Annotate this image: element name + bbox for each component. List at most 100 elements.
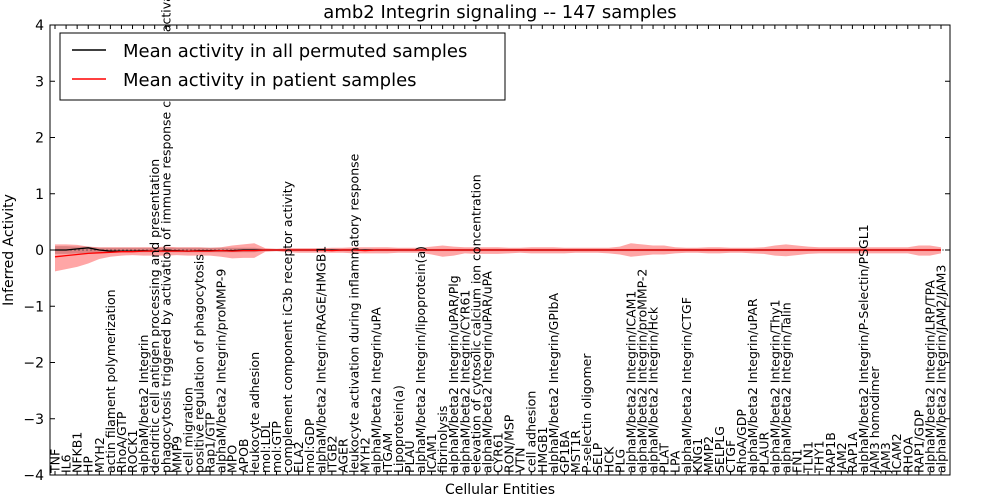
y-tick-label: 2 [35,131,44,147]
x-tick-label: phagocytosis triggered by activation of … [158,0,173,473]
y-tick-label: 4 [35,18,44,34]
x-tick-label: alphaM/beta2 Integrin/proMMP-9 [214,269,229,473]
x-tick-label: RHOA [900,436,915,473]
x-axis-label: Cellular Entities [445,482,555,498]
x-tick-label: CTGF [723,440,738,473]
x-tick-label: PLAUR [756,432,771,473]
x-tick-label: RAP1B [823,432,838,473]
x-tick-label: RhoA/GTP [114,411,129,473]
x-tick-label: alphaM/beta2 Integrin/ICAM1 [623,291,638,473]
x-tick-label: FN1 [790,449,805,474]
x-axis [54,25,942,475]
x-tick-label: ITGB2 [324,435,339,473]
series-layer [54,247,941,258]
y-tick-label: 3 [35,74,44,90]
x-tick-label: actin filament polymerization [103,289,118,473]
x-tick-label: PLAU [402,441,417,474]
x-tick-label: ROCK1 [125,430,140,473]
x-tick-label: THY1 [812,440,827,474]
x-tick-label: dendritic cell antigen processing and pr… [147,159,162,473]
x-tick-label: CYR61 [491,432,506,473]
x-tick-label: leukocyte adhesion [247,352,262,473]
x-tick-label: JAM3 [878,442,893,474]
legend-label-patient: Mean activity in patient samples [123,70,417,91]
x-tick-label: IL6 [59,454,74,473]
x-tick-label: MST1R [568,430,583,473]
x-tick-label: VTN [513,447,528,473]
x-tick-label: MPO [225,445,240,473]
y-tick-label: −1 [23,299,44,315]
x-tick-label: alphaM/beta2 Integrin/JAM2/JAM3 [934,265,949,473]
x-tick-label: fibrinolysis [435,406,450,473]
legend-box [59,32,506,101]
x-tick-label: alphaM/beta2 Integrin/uPAR/uPA [479,271,494,473]
x-tick-label: ICAM2 [889,433,904,473]
x-tick-label: elevation of cytosolic calcium ion conce… [468,174,483,473]
x-tick-label: alphaM/beta2 Integrin/GPIbA [546,293,561,473]
x-tick-label: SELP [590,442,605,473]
y-tick-label: −3 [23,412,44,428]
x-tick-label: MYH2 [358,437,373,473]
x-tick-label: alphaM/beta2 Integrin/CTGF [679,297,694,473]
x-tick-label: MMP2 [701,436,716,473]
x-tick-label: HMGB1 [535,427,550,473]
x-tick-label: Lipoprotein(a) [391,385,406,473]
x-tick-label: alphaM/beta2 Integrin/RAGE/HMGB1 [313,246,328,473]
x-tick-label: PLG [612,449,627,473]
x-tick-label: cell adhesion [524,391,539,473]
x-tick-label: alphaM/beta2 Integrin/proMMP-2 [635,269,650,473]
x-tick-label: P-selectin oligomer [579,353,594,473]
x-tick-label: alphaM/beta2 Integrin/Thy1 [767,299,782,473]
x-tick-label: LPA [668,450,683,473]
x-tick-label: RAP1A [845,432,860,473]
x-tick-label: TLN1 [801,441,816,474]
x-tick-label: positive regulation of phagocytosis [192,254,207,473]
x-tick-label: ELA2 [291,441,306,473]
x-tick-label: alphaM/beta2 Integrin/uPAR [745,298,760,473]
x-tick-label: MYH2 [92,437,107,473]
x-tick-label: complement component iC3b receptor activ… [280,180,295,473]
x-tick-label: MMP9 [169,436,184,473]
x-tick-label: Rap1/GTP [203,412,218,473]
x-tick-label: AGER [335,438,350,473]
y-axis: −4 −3 −2 −1 0 1 2 3 4 [23,18,950,484]
y-axis-label: Inferred Activity [1,194,17,306]
x-tick-label: GP1BA [557,430,572,473]
legend: Mean activity in all permuted samples Me… [59,32,506,101]
x-tick-label: alphaM/beta2 Integrin/Talin [779,302,794,473]
x-tick-label: mol:GTP [269,421,284,473]
x-tick-label: alphaM/beta2 Integrin/lipoprotein(a) [413,246,428,473]
x-tick-label: HP [81,456,96,473]
x-tick-label: ICAM1 [424,433,439,473]
x-tick-label: mol:LDL [258,422,273,473]
y-tick-label: −4 [23,468,44,484]
x-tick-label: HCK [601,446,616,473]
x-tick-label: NFKB1 [70,432,85,473]
y-tick-label: 1 [35,187,44,203]
legend-label-permuted: Mean activity in all permuted samples [123,41,467,62]
x-tick-label: alphaM/beta2 Integrin/uPAR/Plg [446,275,461,473]
x-tick-label: RhoA/GDP [734,409,749,473]
x-tick-label: PLAT [657,443,672,473]
x-tick-label: JAM3 homodimer [867,366,882,474]
x-tick-label: alphaM/beta2 Integrin [136,335,151,473]
y-tick-label: −2 [23,356,44,372]
x-tick-label: mol:GDP [302,418,317,473]
chart-title: amb2 Integrin signaling -- 147 samples [323,2,676,23]
x-tick-label: RAP1/GDP [911,409,926,473]
x-tick-label: cell migration [180,387,195,473]
x-tick-label: alphaM/beta2 Integrin/LRP/TPA [922,280,937,473]
x-tick-label: alphaM/beta2 Integrin/CYR61 [457,290,472,473]
x-tick-label: SELPLG [712,426,727,473]
x-tick-label: KNG1 [690,438,705,473]
x-tick-label: alphaM/beta2 Integrin/Hck [646,306,661,473]
x-tick-label: JAM2 [834,442,849,474]
x-tick-label: alphaM/beta2 Integrin/P-Selectin/PSGL1 [856,224,871,473]
x-tick-label: leukocyte activation during inflammatory… [347,153,362,473]
x-tick-label: APOB [236,438,251,473]
x-tick-label: ITGAM [380,433,395,473]
x-tick-label: RON/MSP [502,414,517,473]
series-line-patient [54,249,941,258]
